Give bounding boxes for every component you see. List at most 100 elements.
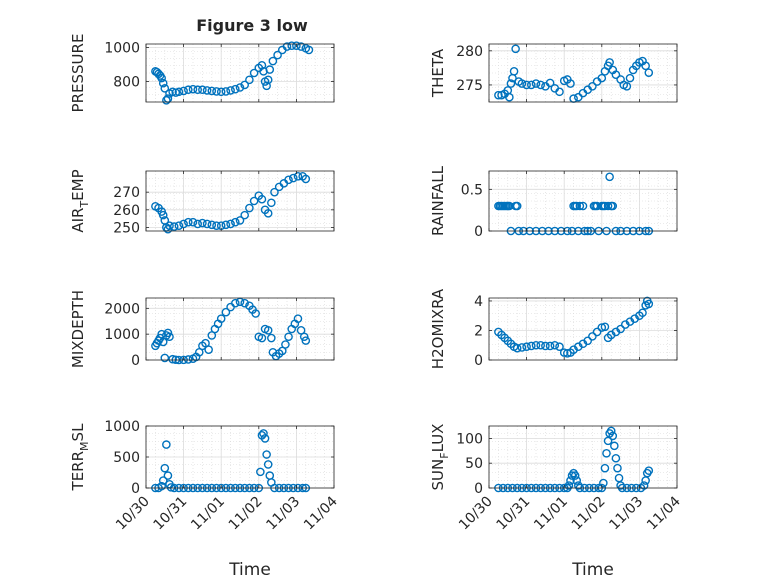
data-point xyxy=(169,222,179,231)
subplot-5: 0 1000 2000 MIXDEPTH xyxy=(69,290,335,369)
data-point xyxy=(288,173,298,183)
data-point xyxy=(179,219,188,229)
y-tick-label: 500 xyxy=(113,450,140,466)
y-axis-label: AIRTEMP xyxy=(69,169,91,232)
data-point xyxy=(545,78,555,88)
data-point xyxy=(221,220,231,230)
data-point xyxy=(157,481,166,491)
data-point xyxy=(536,340,546,350)
data-point xyxy=(257,61,267,70)
data-point xyxy=(267,333,276,343)
data-point xyxy=(249,68,259,78)
data-point xyxy=(527,341,536,351)
data-point xyxy=(608,431,618,441)
data-point xyxy=(216,87,226,97)
data-point xyxy=(625,73,635,83)
subplot-2: 275 280 THETA xyxy=(429,43,678,103)
data-point xyxy=(183,85,193,95)
axes-box xyxy=(145,170,335,232)
y-tick-label: 1000 xyxy=(104,327,140,343)
data-point xyxy=(608,201,618,211)
x-tick-label: 10/30 xyxy=(456,494,496,534)
data-point xyxy=(512,201,522,211)
data-point xyxy=(494,90,503,100)
y-tick-label: 270 xyxy=(113,185,140,201)
data-point xyxy=(639,481,649,490)
data-point xyxy=(527,80,536,90)
data-point xyxy=(522,80,531,90)
data-point xyxy=(644,68,654,77)
data-point xyxy=(263,75,273,85)
data-point xyxy=(611,70,621,80)
data-point xyxy=(517,79,527,88)
data-point xyxy=(160,84,170,93)
data-point xyxy=(605,172,614,182)
data-point xyxy=(605,58,614,67)
data-point xyxy=(262,450,271,459)
axes-box xyxy=(488,425,678,489)
data-point xyxy=(638,308,647,318)
x-tick-label: 11/03 xyxy=(606,494,646,534)
figure-title: Figure 3 low xyxy=(196,16,308,35)
x-tick-label: 11/02 xyxy=(226,494,266,534)
data-point xyxy=(555,87,564,97)
data-point xyxy=(158,476,168,485)
data-point xyxy=(235,83,245,92)
y-axis-label: TERRMSL xyxy=(69,423,91,492)
data-point xyxy=(511,44,520,54)
data-point xyxy=(188,84,198,94)
data-point xyxy=(616,324,625,334)
y-tick-label: 0 xyxy=(131,481,140,497)
data-point xyxy=(564,481,574,490)
data-point xyxy=(216,314,226,323)
axes-box xyxy=(488,43,678,103)
data-point xyxy=(270,187,279,197)
data-point xyxy=(168,354,177,364)
data-point xyxy=(251,309,260,318)
data-point xyxy=(202,219,212,229)
data-point xyxy=(583,336,593,346)
y-tick-label: 4 xyxy=(474,294,483,310)
data-point xyxy=(572,201,582,211)
data-point xyxy=(541,341,550,351)
data-point xyxy=(207,220,217,230)
data-point xyxy=(240,80,249,90)
data-point xyxy=(572,476,582,485)
data-point xyxy=(531,79,541,88)
data-point xyxy=(230,84,240,94)
data-point xyxy=(256,467,265,477)
y-tick-label: 260 xyxy=(113,203,140,219)
data-point xyxy=(284,332,293,342)
data-point xyxy=(160,353,170,363)
data-point xyxy=(230,298,240,308)
y-tick-label: 280 xyxy=(456,44,483,60)
data-point xyxy=(597,73,607,83)
x-tick-label: 11/02 xyxy=(569,494,609,534)
data-point xyxy=(198,218,207,228)
data-point xyxy=(505,92,514,102)
data-point xyxy=(273,50,282,60)
data-point xyxy=(221,307,231,317)
y-tick-label: 50 xyxy=(465,456,483,472)
data-point xyxy=(157,73,166,83)
data-point xyxy=(263,209,273,218)
data-point xyxy=(162,440,171,449)
subplot-8: 0 50 100 SUNFLUX10/3010/3111/0111/0211/0311… xyxy=(429,424,684,580)
y-tick-label: 2 xyxy=(474,323,483,339)
y-tick-label: 2000 xyxy=(104,301,140,317)
data-point xyxy=(613,463,622,473)
data-point xyxy=(506,79,516,88)
data-point xyxy=(296,42,306,51)
subplot-4: 0 0.5 RAINFALL xyxy=(429,165,678,240)
data-point xyxy=(221,87,231,96)
axes-box xyxy=(145,43,335,103)
data-point xyxy=(263,325,273,335)
data-point xyxy=(162,95,171,105)
data-point xyxy=(588,332,597,341)
x-tick-label: 11/01 xyxy=(188,494,228,534)
data-point xyxy=(641,61,650,71)
data-point xyxy=(158,78,168,88)
data-point xyxy=(550,340,560,350)
data-point xyxy=(610,441,619,451)
